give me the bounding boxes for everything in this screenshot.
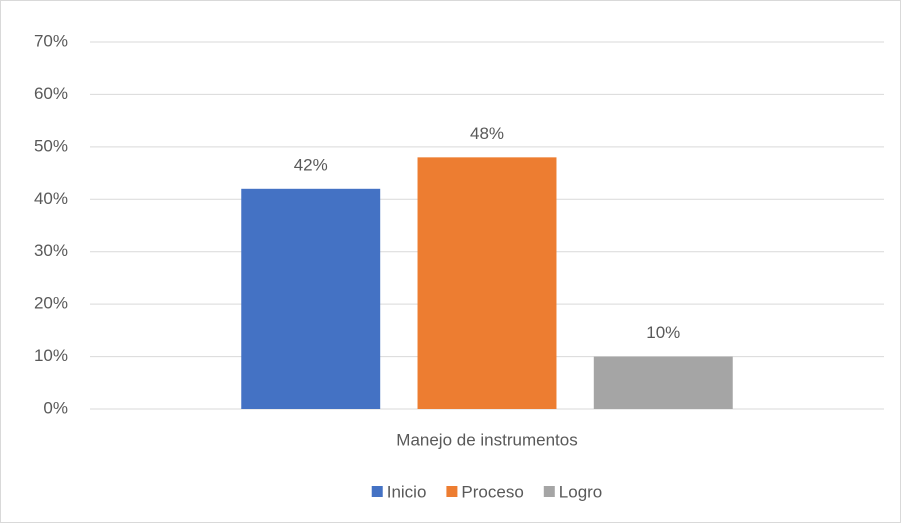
bar [241,188,381,409]
data-label: 10% [646,323,680,342]
data-label: 48% [470,124,504,143]
legend-label: Logro [559,482,602,501]
legend-swatch [371,486,383,497]
y-tick-label: 70% [34,31,68,50]
legend-label: Proceso [461,482,523,501]
y-tick-label: 40% [34,189,68,208]
x-tick-label: Manejo de instrumentos [396,430,577,449]
bar [417,157,557,409]
y-tick-label: 0% [43,398,68,417]
legend-swatch [446,486,458,497]
y-tick-label: 50% [34,136,68,155]
legend-swatch [543,486,555,497]
y-tick-label: 20% [34,294,68,313]
y-tick-label: 10% [34,346,68,365]
y-tick-label: 60% [34,84,68,103]
data-label: 42% [294,155,328,174]
y-tick-label: 30% [34,241,68,260]
bar [593,356,733,409]
legend-label: Inicio [387,482,427,501]
